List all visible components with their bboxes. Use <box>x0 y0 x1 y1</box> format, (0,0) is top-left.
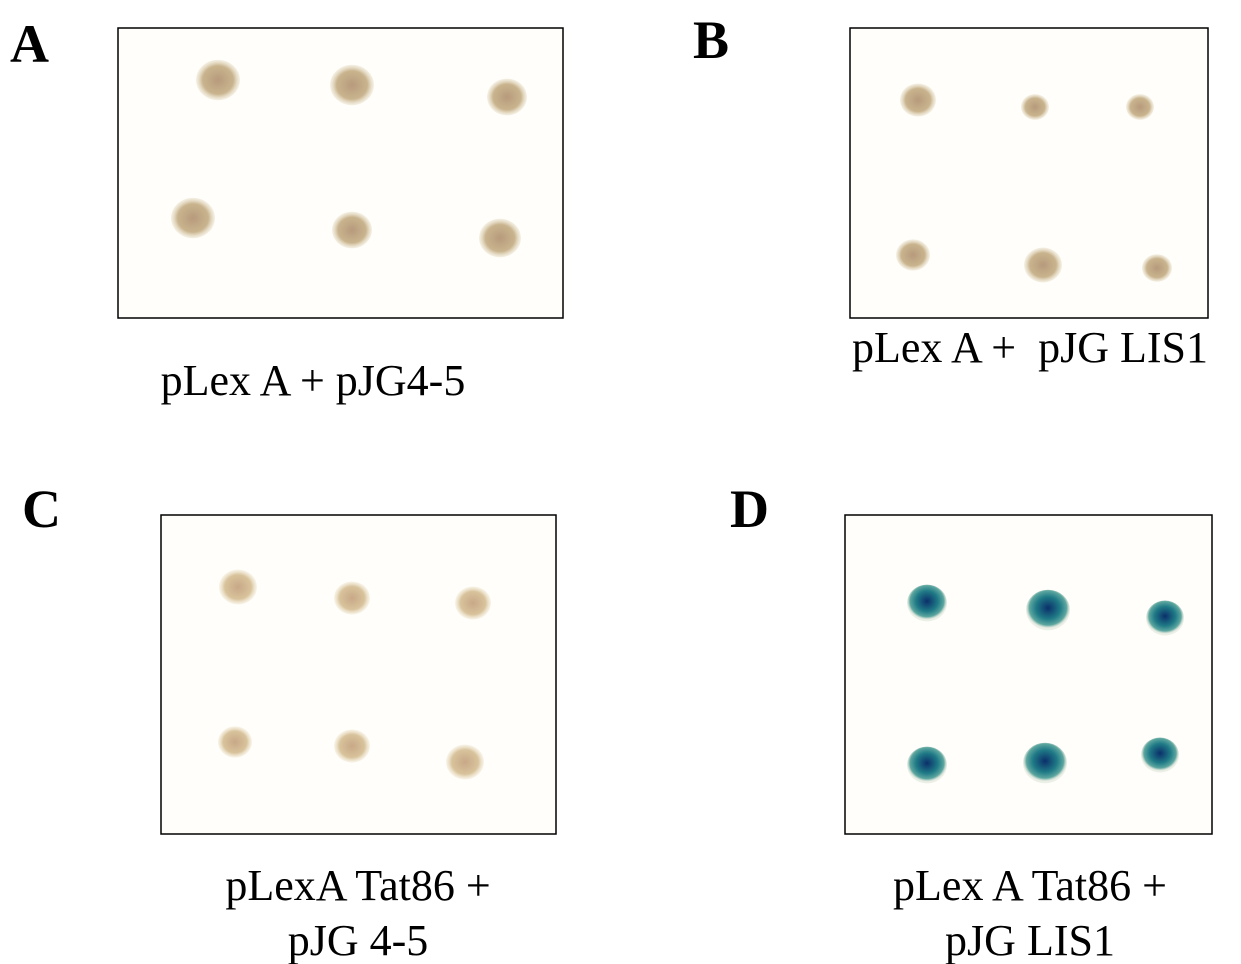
panel-letter: C <box>22 479 61 539</box>
colony <box>907 747 947 784</box>
panel-caption: pJG 4-5 <box>288 916 429 964</box>
colony <box>196 60 240 100</box>
panel-caption: pLex A + pJG LIS1 <box>852 323 1208 372</box>
colony <box>334 729 370 762</box>
colony <box>1024 248 1062 283</box>
panel-letter: B <box>693 10 729 70</box>
colony <box>479 219 521 258</box>
colony <box>900 83 936 116</box>
panel-caption: pLex A + pJG4-5 <box>161 356 466 405</box>
colony <box>1141 738 1179 773</box>
colony <box>334 581 370 614</box>
colony <box>1021 94 1049 120</box>
panel-caption: pLex A Tat86 + <box>893 861 1167 910</box>
colony <box>1026 590 1070 630</box>
colony <box>455 586 491 619</box>
panels <box>118 28 1212 834</box>
figure: ApLex A + pJG4-5 BpLex A + pJG LIS1 CpLexA… <box>0 0 1241 964</box>
colony <box>487 79 527 116</box>
colony <box>218 726 252 757</box>
panel-letter: D <box>730 479 769 539</box>
panel-box <box>845 515 1212 834</box>
panel-caption: pJG LIS1 <box>945 916 1115 964</box>
colony <box>219 570 257 605</box>
colony <box>1126 94 1154 120</box>
panel-letter: A <box>10 14 49 74</box>
colony <box>1146 601 1184 636</box>
colony <box>446 745 484 780</box>
colony <box>171 198 215 238</box>
colony <box>330 65 374 105</box>
panel-caption: pLexA Tat86 + <box>225 861 490 910</box>
colony <box>1023 743 1067 783</box>
panel-box <box>161 515 556 834</box>
colony <box>1142 254 1172 282</box>
colony <box>896 239 930 270</box>
colony <box>332 212 372 249</box>
colony <box>907 585 947 622</box>
